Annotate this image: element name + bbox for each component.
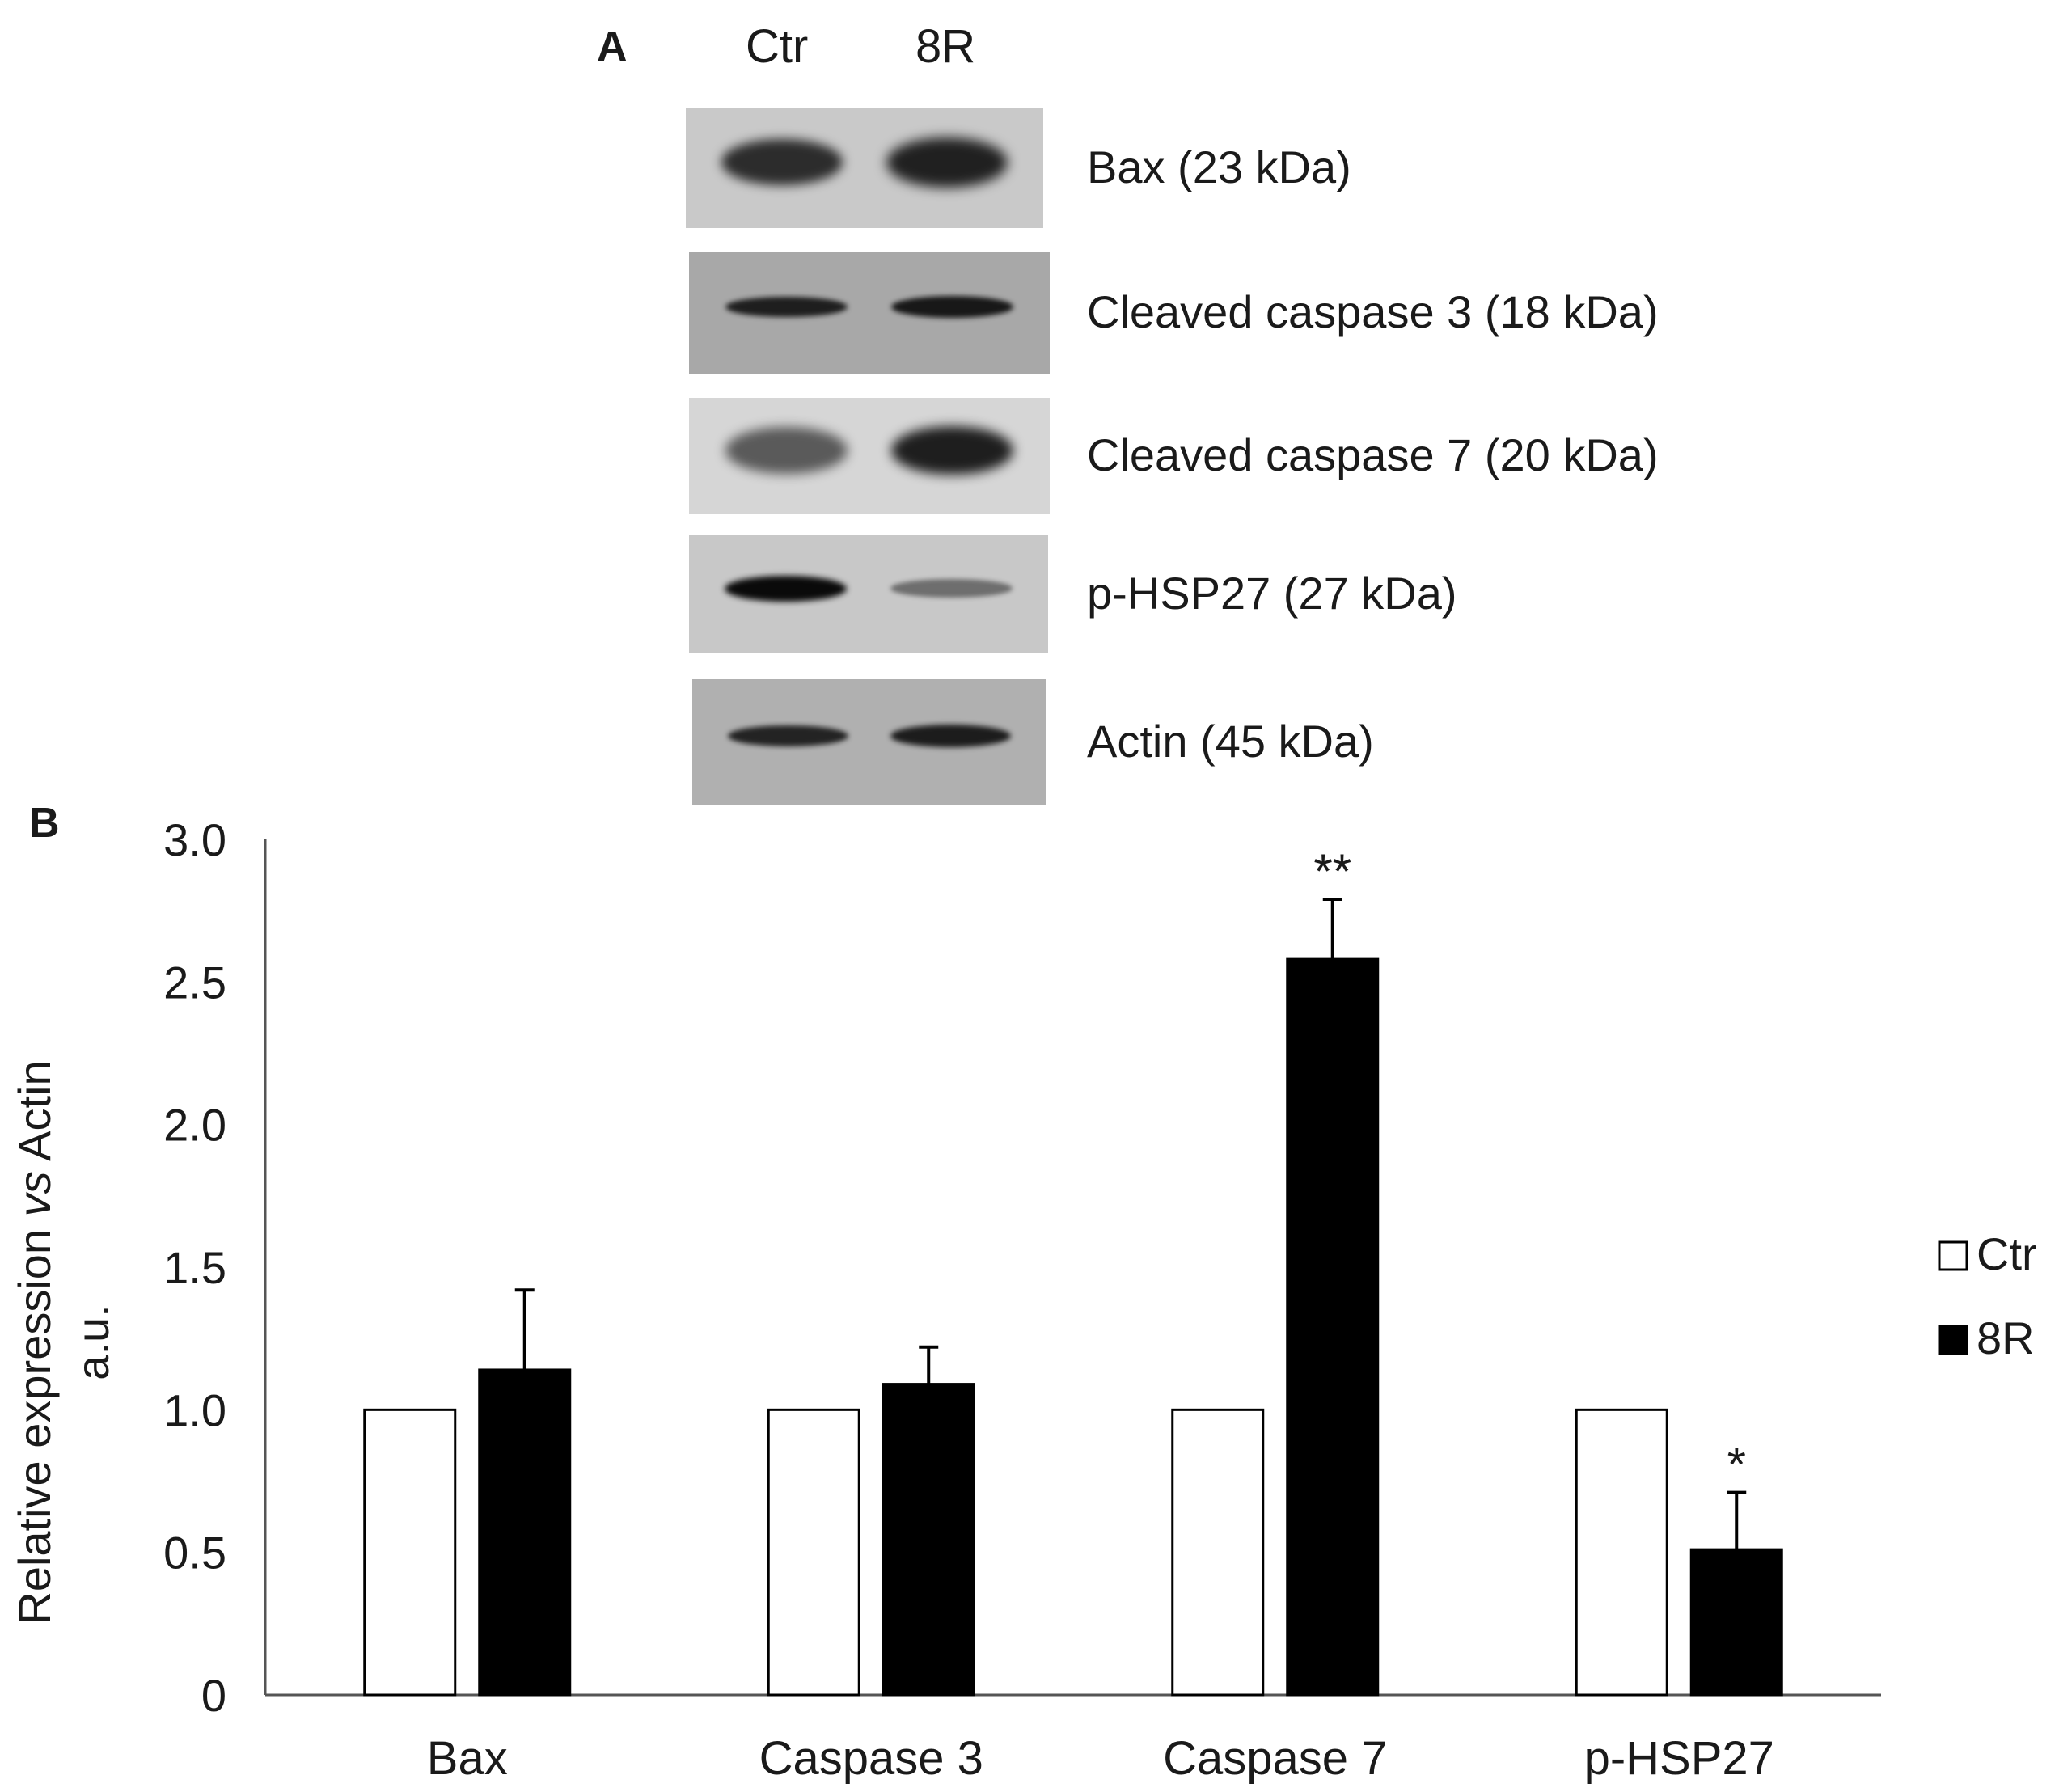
- bar-ctr: [1171, 1408, 1265, 1697]
- band-8r: [890, 579, 1013, 598]
- y-axis-title: Relative expression vs Actin: [9, 1060, 60, 1624]
- y-axis-title-line2: a.u.: [67, 1304, 118, 1380]
- band-ctr: [725, 427, 848, 474]
- bar-ctr: [363, 1408, 457, 1697]
- band-8r: [886, 137, 1008, 188]
- blot-label-5: Actin (45 kDa): [1087, 716, 1374, 767]
- panel-a-label: A: [597, 23, 628, 70]
- legend-label-8r: 8R: [1977, 1312, 2035, 1363]
- significance-marker: *: [1727, 1438, 1746, 1492]
- blot-label-3: Cleaved caspase 7 (20 kDa): [1087, 429, 1659, 480]
- blot-3: [689, 398, 1050, 514]
- y-axis-title-part: Actin: [9, 1060, 60, 1171]
- y-tick-label: 1.0: [163, 1384, 226, 1435]
- bar-8r: [478, 1368, 572, 1697]
- lane-label-ctr: Ctr: [746, 20, 809, 73]
- blot-label-4: p-HSP27 (27 kDa): [1087, 568, 1457, 619]
- y-tick-label: 0.5: [163, 1528, 226, 1579]
- legend: Ctr 8R: [1938, 1228, 2037, 1363]
- band-8r: [890, 296, 1014, 318]
- y-tick-label: 0: [201, 1670, 226, 1721]
- y-tick-label: 1.5: [163, 1242, 226, 1293]
- legend-swatch-ctr: [1938, 1240, 1968, 1271]
- bar-8r: [882, 1383, 975, 1697]
- band-ctr: [725, 296, 848, 318]
- band-8r: [890, 425, 1014, 475]
- blot-4: [689, 535, 1048, 653]
- blot-label-1: Bax (23 kDa): [1087, 142, 1351, 192]
- y-axis-title-part: Relative expression: [9, 1216, 60, 1624]
- blot-2: [689, 252, 1050, 374]
- y-tick-label: 2.0: [163, 1100, 226, 1151]
- bar-ctr: [767, 1408, 860, 1697]
- x-tick-label: Caspase 7: [1163, 1732, 1387, 1785]
- legend-swatch-8r: [1938, 1325, 1968, 1355]
- y-axis: 0 0.5 1.0 1.5 2.0 2.5 3.0: [163, 814, 267, 1721]
- panel-b-label: B: [29, 800, 60, 847]
- legend-label-ctr: Ctr: [1977, 1228, 2037, 1279]
- x-tick-label: p-HSP27: [1584, 1732, 1774, 1785]
- y-tick-label: 2.5: [163, 957, 226, 1008]
- band-ctr: [725, 575, 848, 602]
- blot-1: [686, 108, 1043, 228]
- x-tick-label: Caspase 3: [759, 1732, 983, 1785]
- blot-5: [692, 679, 1046, 805]
- blot-label-2: Cleaved caspase 3 (18 kDa): [1087, 286, 1659, 337]
- significance-marker: **: [1313, 844, 1351, 898]
- bar-ctr: [1575, 1408, 1668, 1697]
- band-ctr: [721, 139, 843, 185]
- x-axis: Bax Caspase 3 Caspase 7 p-HSP27: [265, 1693, 1881, 1785]
- bar-8r: [1286, 957, 1380, 1697]
- lane-label-8r: 8R: [915, 20, 976, 73]
- band-ctr: [727, 725, 848, 747]
- band-8r: [890, 725, 1012, 748]
- x-tick-label: Bax: [427, 1732, 508, 1785]
- y-tick-label: 3.0: [163, 814, 226, 865]
- bar-8r: [1689, 1548, 1783, 1697]
- bars: ***: [363, 844, 1783, 1697]
- y-axis-title-part: vs: [9, 1171, 60, 1216]
